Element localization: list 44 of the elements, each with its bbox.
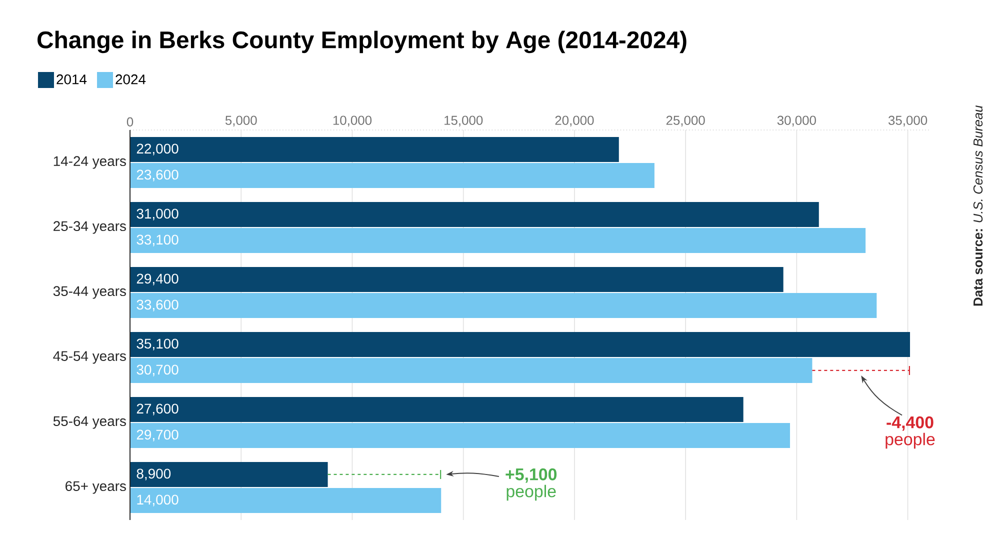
bar (130, 422, 790, 448)
x-tick-label: 25,000 (666, 116, 705, 126)
text: Data source: U.S. Census Bureau (973, 105, 983, 306)
y-tick-label: 65+ years (66, 481, 126, 494)
data-label: 22,000 (136, 144, 178, 156)
y-tick-label: 55-64 years (53, 416, 126, 429)
data-label: 14,000 (137, 494, 178, 506)
bar (130, 162, 654, 188)
bar (130, 266, 784, 292)
data-label: 33,600 (136, 300, 178, 312)
x-tick-label: 35,000 (888, 116, 928, 126)
data-label: 27,600 (136, 404, 178, 416)
data-label: 30,700 (136, 364, 178, 376)
data-label: 33,100 (136, 234, 178, 246)
y-tick-label: 45-54 years (53, 351, 126, 364)
bar (130, 332, 910, 357)
bar (130, 358, 812, 383)
x-tick-label: 20,000 (555, 116, 594, 126)
chart-title: Change in Berks County Employment by Age (2014-2024) (38, 30, 686, 54)
data-label: 8,900 (136, 468, 171, 480)
bar (130, 462, 328, 487)
bar (130, 202, 819, 227)
y-tick-label: 25-34 years (54, 221, 126, 234)
annotation: -4,400 people (886, 416, 935, 449)
annotation: +5,100 people (506, 468, 557, 501)
x-tick-label: 15,000 (444, 116, 483, 126)
y-tick-label: 35-44 years (53, 286, 126, 299)
bar (130, 292, 877, 318)
bar (130, 488, 442, 513)
data-label: 29,700 (136, 430, 178, 442)
legend-label: 2024 (116, 74, 146, 84)
data-label: 29,400 (136, 274, 178, 286)
data-label: 23,600 (136, 170, 178, 182)
legend-label: 2014 (56, 74, 87, 84)
y-tick-label: 14-24 years (54, 156, 126, 169)
x-tick-label: 10,000 (333, 116, 372, 126)
bar (130, 228, 866, 253)
x-tick-label: 0 (126, 117, 134, 126)
x-tick-label: 30,000 (777, 116, 816, 126)
x-tick-label: 5,000 (225, 116, 257, 126)
data-label: 31,000 (136, 208, 178, 220)
bar (130, 396, 744, 422)
data-label: 35,100 (136, 338, 178, 350)
bar (130, 136, 619, 162)
